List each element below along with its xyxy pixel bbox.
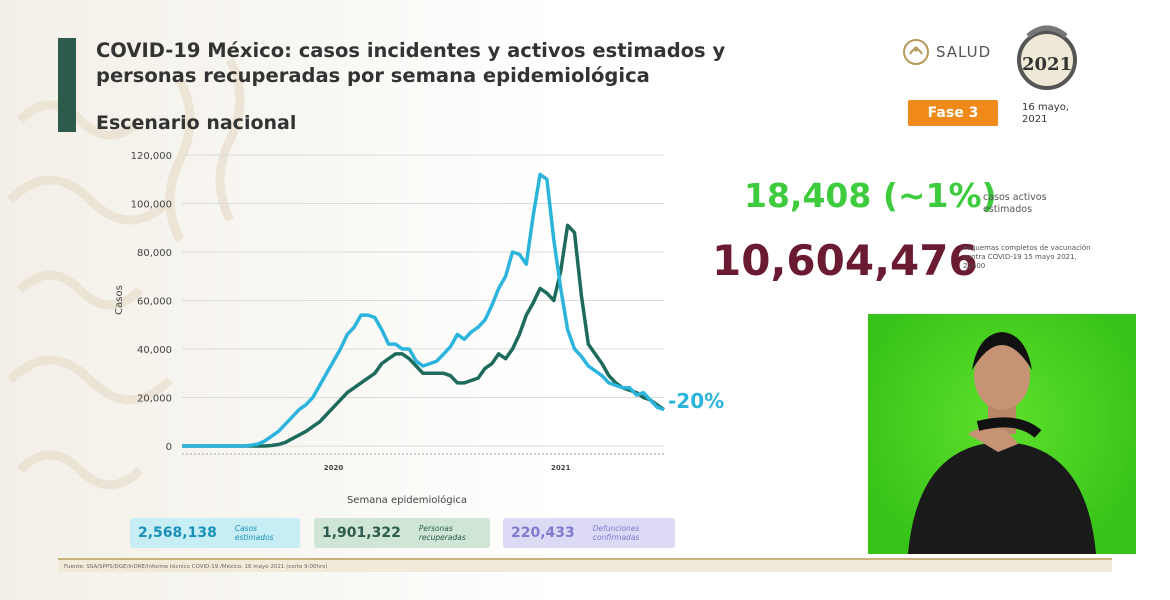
vaccination-stat: 10,604,476 [712, 236, 978, 285]
y-axis-title: Casos [114, 285, 125, 315]
vaccination-label: esquemas completos de vacunación contra … [963, 244, 1091, 270]
deaths-value: 220,433 [511, 525, 575, 541]
y-tick-label: 20,000 [137, 394, 172, 405]
x-year-label: 2020 [324, 464, 344, 472]
phase-badge: Fase 3 [908, 100, 998, 126]
recovered-box: 1,901,322 Personas recuperadas [314, 518, 490, 548]
y-tick-label: 60,000 [137, 297, 172, 308]
recovered-label: Personas recuperadas [418, 524, 466, 542]
eagle-emblem-icon [903, 39, 929, 65]
deaths-box: 220,433 Defunciones confirmadas [503, 518, 675, 548]
estimated-cases-value: 2,568,138 [138, 525, 217, 541]
y-tick-label: 80,000 [137, 248, 172, 259]
deaths-label: Defunciones confirmadas [592, 524, 640, 542]
y-tick-label: 120,000 [131, 151, 172, 162]
interpreter-figure [908, 332, 1096, 554]
active-cases-label: casos activos estimados [983, 192, 1047, 215]
y-tick-label: 40,000 [137, 345, 172, 356]
salud-logo: SALUD [902, 38, 991, 66]
recovered-value: 1,901,322 [322, 525, 401, 541]
report-date: 16 mayo, 2021 [1022, 102, 1069, 125]
change-annotation: -20% [668, 389, 724, 413]
sign-language-interpreter-video [868, 314, 1136, 554]
seal-year-text: 2021 [1022, 54, 1072, 75]
cases-line-chart: 0 20,000 40,000 60,000 80,000 100,000 120,000 2… [114, 151, 724, 506]
x-year-label: 2021 [551, 464, 571, 472]
active-cases-stat: 18,408 (~1%) [744, 176, 997, 215]
source-footer: Fuente: SSA/SPPS/DGE/InDRE/Informe técni… [58, 558, 1112, 572]
estimated-cases-label: Casos estimados [234, 524, 274, 542]
page-title: COVID-19 México: casos incidentes y acti… [96, 39, 726, 87]
title-accent-bar [58, 38, 76, 132]
recovered-series-line [182, 223, 665, 448]
page-subtitle: Escenario nacional [96, 112, 297, 134]
y-tick-label: 100,000 [131, 200, 172, 211]
estimated-series-line [182, 172, 665, 448]
salud-logo-text: SALUD [936, 43, 992, 61]
year-seal-logo: 2021 [1014, 20, 1080, 96]
estimated-cases-box: 2,568,138 Casos estimados [130, 518, 300, 548]
y-tick-label: 0 [166, 442, 172, 453]
x-axis-title: Semana epidemiológica [347, 494, 467, 506]
